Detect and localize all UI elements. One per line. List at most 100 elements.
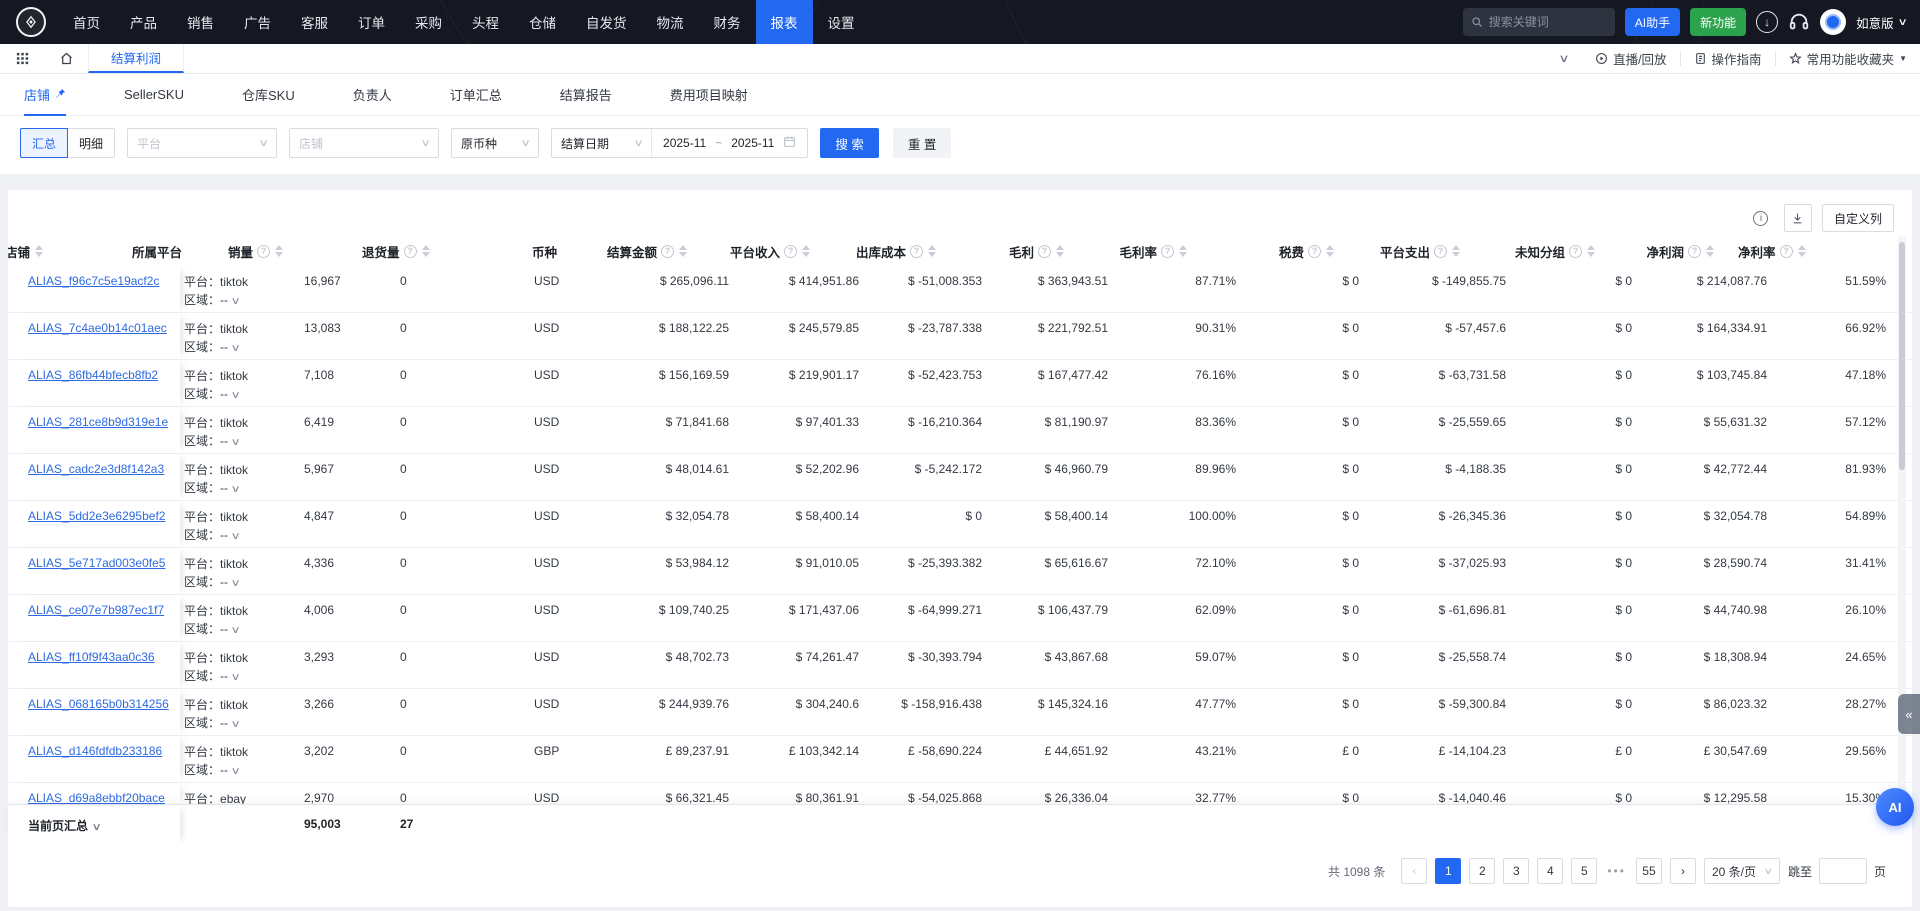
sort-icon[interactable]	[1179, 245, 1187, 257]
sort-icon[interactable]	[1056, 245, 1064, 257]
reset-button[interactable]: 重 置	[892, 128, 952, 158]
user-avatar[interactable]	[1820, 9, 1847, 35]
next-page-button[interactable]: ›	[1669, 858, 1696, 884]
chevron-down-icon[interactable]: ∨	[230, 719, 241, 730]
shop-select[interactable]: 店铺 ∨	[289, 128, 440, 158]
main-menu-item[interactable]: 采购	[415, 16, 442, 31]
main-menu-item[interactable]: 客服	[301, 16, 328, 31]
currency-select[interactable]: 原币种 ∨	[451, 128, 540, 158]
shop-link[interactable]: ALIAS_281ce8b9d319e1e	[28, 415, 169, 429]
column-header[interactable]: 净利率 ?	[1726, 236, 1818, 266]
page-number-button[interactable]: 1	[1435, 858, 1462, 884]
platform-select[interactable]: 平台 ∨	[127, 128, 278, 158]
edition-switcher[interactable]: 如意版 ∨	[1856, 13, 1907, 32]
page-number-button[interactable]: 4	[1537, 858, 1564, 884]
main-menu-item[interactable]: 自发货	[586, 16, 627, 31]
shop-link[interactable]: ALIAS_d69a8ebbf20bace	[28, 791, 165, 804]
date-type-select[interactable]: 结算日期 ∨	[552, 129, 653, 157]
column-header[interactable]: 退货量 ?	[350, 236, 473, 266]
sort-icon[interactable]	[679, 245, 687, 257]
report-subtab[interactable]: 负责人	[352, 88, 392, 103]
shop-link[interactable]: ALIAS_cadc2e3d8f142a3	[28, 462, 165, 476]
shop-link[interactable]: ALIAS_5dd2e3e6295bef2	[28, 509, 166, 523]
report-subtab[interactable]: 结算报告	[559, 88, 612, 103]
page-number-button[interactable]: 3	[1503, 858, 1530, 884]
download-center-icon[interactable]: ↓	[1756, 11, 1779, 33]
search-input[interactable]	[1488, 15, 1599, 29]
main-menu-item[interactable]: 订单	[358, 16, 385, 31]
sort-icon[interactable]	[1587, 245, 1595, 257]
scrollbar-thumb[interactable]	[1899, 242, 1905, 470]
column-header[interactable]: 销量 ?	[216, 236, 350, 266]
info-icon[interactable]: i	[1748, 205, 1774, 231]
sort-icon[interactable]	[421, 245, 430, 257]
main-menu-item[interactable]: 头程	[472, 16, 499, 31]
chevron-down-icon[interactable]: ∨	[230, 437, 241, 448]
main-menu-item[interactable]: 设置	[827, 16, 855, 31]
ai-assistant-button[interactable]: AI助手	[1624, 8, 1681, 36]
column-header[interactable]: 币种	[531, 245, 557, 260]
chevron-down-icon[interactable]: ∨	[230, 296, 241, 307]
sort-icon[interactable]	[1452, 245, 1460, 257]
chevron-down-icon[interactable]: ∨	[91, 822, 102, 833]
chevron-down-icon[interactable]: ∨	[230, 390, 241, 401]
chevron-down-icon[interactable]: ∨	[230, 625, 241, 636]
shop-link[interactable]: ALIAS_ce07e7b987ec1f7	[28, 603, 165, 617]
help-icon[interactable]: ?	[1308, 244, 1321, 258]
main-menu-item[interactable]: 财务	[713, 16, 741, 31]
help-icon[interactable]: ?	[1779, 244, 1793, 258]
page-jump-input[interactable]	[1818, 858, 1867, 884]
column-header[interactable]: 税费 ?	[1199, 236, 1346, 266]
chevron-down-icon[interactable]: ∨	[230, 766, 241, 777]
chevron-down-icon[interactable]: ∨	[230, 531, 241, 542]
column-header[interactable]: 净利润 ?	[1607, 236, 1726, 266]
sort-icon[interactable]	[275, 245, 284, 257]
report-subtab[interactable]: 费用项目映射	[669, 88, 748, 103]
chevron-down-icon[interactable]: ∨	[230, 578, 241, 589]
column-header[interactable]: 未知分组 ?	[1472, 236, 1607, 266]
main-menu-item[interactable]: 报表	[755, 0, 813, 44]
help-icon[interactable]: ?	[1038, 244, 1051, 258]
apps-grid-icon[interactable]	[0, 44, 44, 73]
search-button[interactable]: 搜 索	[820, 128, 879, 158]
report-subtab[interactable]: SellerSKU	[124, 87, 184, 102]
shop-link[interactable]: ALIAS_7c4ae0b14c01aec	[28, 321, 167, 335]
main-menu-item[interactable]: 产品	[130, 16, 157, 31]
support-headset-icon[interactable]	[1788, 11, 1810, 33]
tab-list-chevron-icon[interactable]: ∨	[1558, 53, 1570, 65]
summary-label[interactable]: 当前页汇总 ∨	[8, 805, 180, 844]
pin-icon[interactable]	[55, 87, 66, 102]
main-menu-item[interactable]: 首页	[73, 16, 100, 31]
summary-toggle-button[interactable]: 汇总	[20, 128, 69, 158]
guide-button[interactable]: 操作指南	[1681, 49, 1775, 68]
sort-icon[interactable]	[928, 245, 936, 257]
main-menu-item[interactable]: 仓储	[529, 16, 556, 31]
collapse-panel-button[interactable]: «	[1898, 694, 1920, 734]
page-number-button[interactable]: 5	[1571, 858, 1598, 884]
new-feature-button[interactable]: 新功能	[1690, 8, 1747, 36]
global-search[interactable]	[1462, 8, 1615, 36]
help-icon[interactable]: ?	[910, 244, 923, 258]
chevron-down-icon[interactable]: ∨	[230, 672, 241, 683]
home-icon[interactable]	[44, 44, 88, 73]
help-icon[interactable]: ?	[257, 244, 271, 258]
help-icon[interactable]: ?	[661, 244, 674, 258]
main-menu-item[interactable]: 广告	[244, 16, 271, 31]
column-header[interactable]: 毛利率 ?	[1076, 236, 1199, 266]
ai-floating-button[interactable]: AI	[1876, 788, 1914, 826]
sort-icon[interactable]	[802, 245, 810, 257]
column-header[interactable]: 出库成本 ?	[822, 236, 948, 266]
main-menu-item[interactable]: 销售	[187, 16, 214, 31]
shop-link[interactable]: ALIAS_f96c7c5e19acf2c	[28, 274, 160, 288]
customize-columns-button[interactable]: 自定义列	[1821, 204, 1894, 232]
help-icon[interactable]: ?	[1688, 244, 1701, 258]
shop-link[interactable]: ALIAS_d146fdfdb233186	[28, 744, 163, 758]
help-icon[interactable]: ?	[1434, 244, 1447, 258]
column-header[interactable]: 结算金额 ?	[569, 236, 699, 266]
help-icon[interactable]: ?	[1161, 244, 1174, 258]
chevron-down-icon[interactable]: ∨	[230, 484, 241, 495]
sort-icon[interactable]	[35, 245, 44, 257]
report-subtab[interactable]: 仓库SKU	[241, 88, 295, 103]
date-range-picker[interactable]: 2025-11 ~ 2025-11	[652, 129, 807, 157]
column-header[interactable]: 平台收入 ?	[699, 236, 822, 266]
